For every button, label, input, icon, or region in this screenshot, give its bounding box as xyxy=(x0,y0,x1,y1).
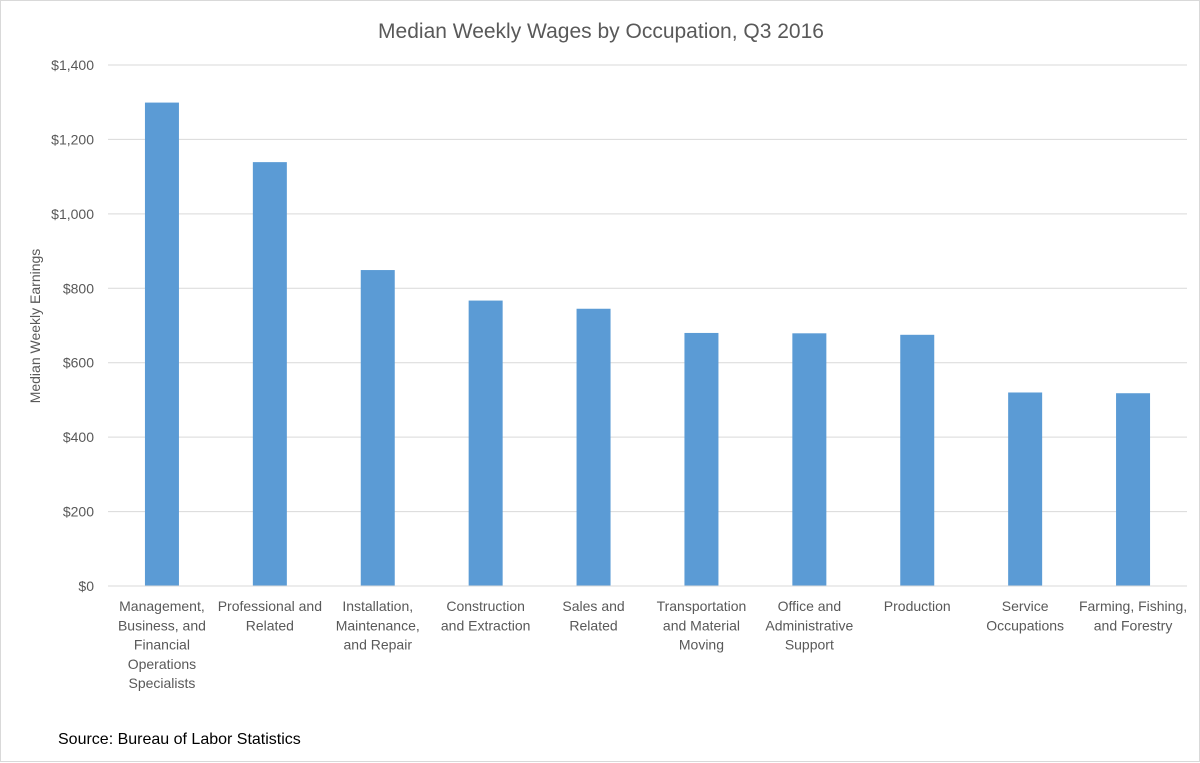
bar xyxy=(1008,392,1043,586)
x-category-label: Transportation and Material Moving xyxy=(657,598,747,653)
x-category-label: Management, Business, and Financial Operati… xyxy=(118,598,206,691)
bar xyxy=(360,270,395,586)
x-category-label: Professional and Related xyxy=(218,598,322,633)
x-category-label: Sales and Related xyxy=(562,598,624,633)
x-category-label: Office and Administrative Support xyxy=(765,598,853,653)
bar xyxy=(468,300,503,586)
y-tick-label: $0 xyxy=(78,578,94,594)
bars xyxy=(144,102,1151,587)
y-axis-title: Median Weekly Earnings xyxy=(27,249,43,404)
bar xyxy=(1116,393,1151,586)
x-category-label: Service Occupations xyxy=(986,598,1064,633)
x-axis-category-labels: Management, Business, and Financial Operati… xyxy=(118,598,1187,691)
bar xyxy=(576,308,611,586)
bar xyxy=(144,102,179,586)
y-tick-label: $1,400 xyxy=(51,57,94,73)
y-tick-label: $600 xyxy=(63,355,94,371)
source-note: Source: Bureau of Labor Statistics xyxy=(58,731,301,748)
x-category-label: Production xyxy=(884,598,951,614)
bar xyxy=(252,162,287,587)
y-tick-label: $800 xyxy=(63,280,94,296)
y-tick-label: $400 xyxy=(63,429,94,445)
y-tick-label: $1,200 xyxy=(51,131,94,147)
bar xyxy=(792,333,827,586)
y-tick-label: $200 xyxy=(63,504,94,520)
y-tick-label: $1,000 xyxy=(51,206,94,222)
y-axis-tick-labels: $0 $200 $400 $600 $800 $1,000 $1,200 $1,400 xyxy=(51,57,94,594)
bar xyxy=(684,332,719,586)
x-category-label: Construction and Extraction xyxy=(441,598,531,633)
chart-title: Median Weekly Wages by Occupation, Q3 20… xyxy=(378,20,824,43)
x-category-label: Installation, Maintenance, and Repair xyxy=(336,598,420,653)
bar xyxy=(900,334,935,586)
gridlines xyxy=(108,64,1187,513)
x-category-label: Farming, Fishing, and Forestry xyxy=(1079,598,1187,633)
